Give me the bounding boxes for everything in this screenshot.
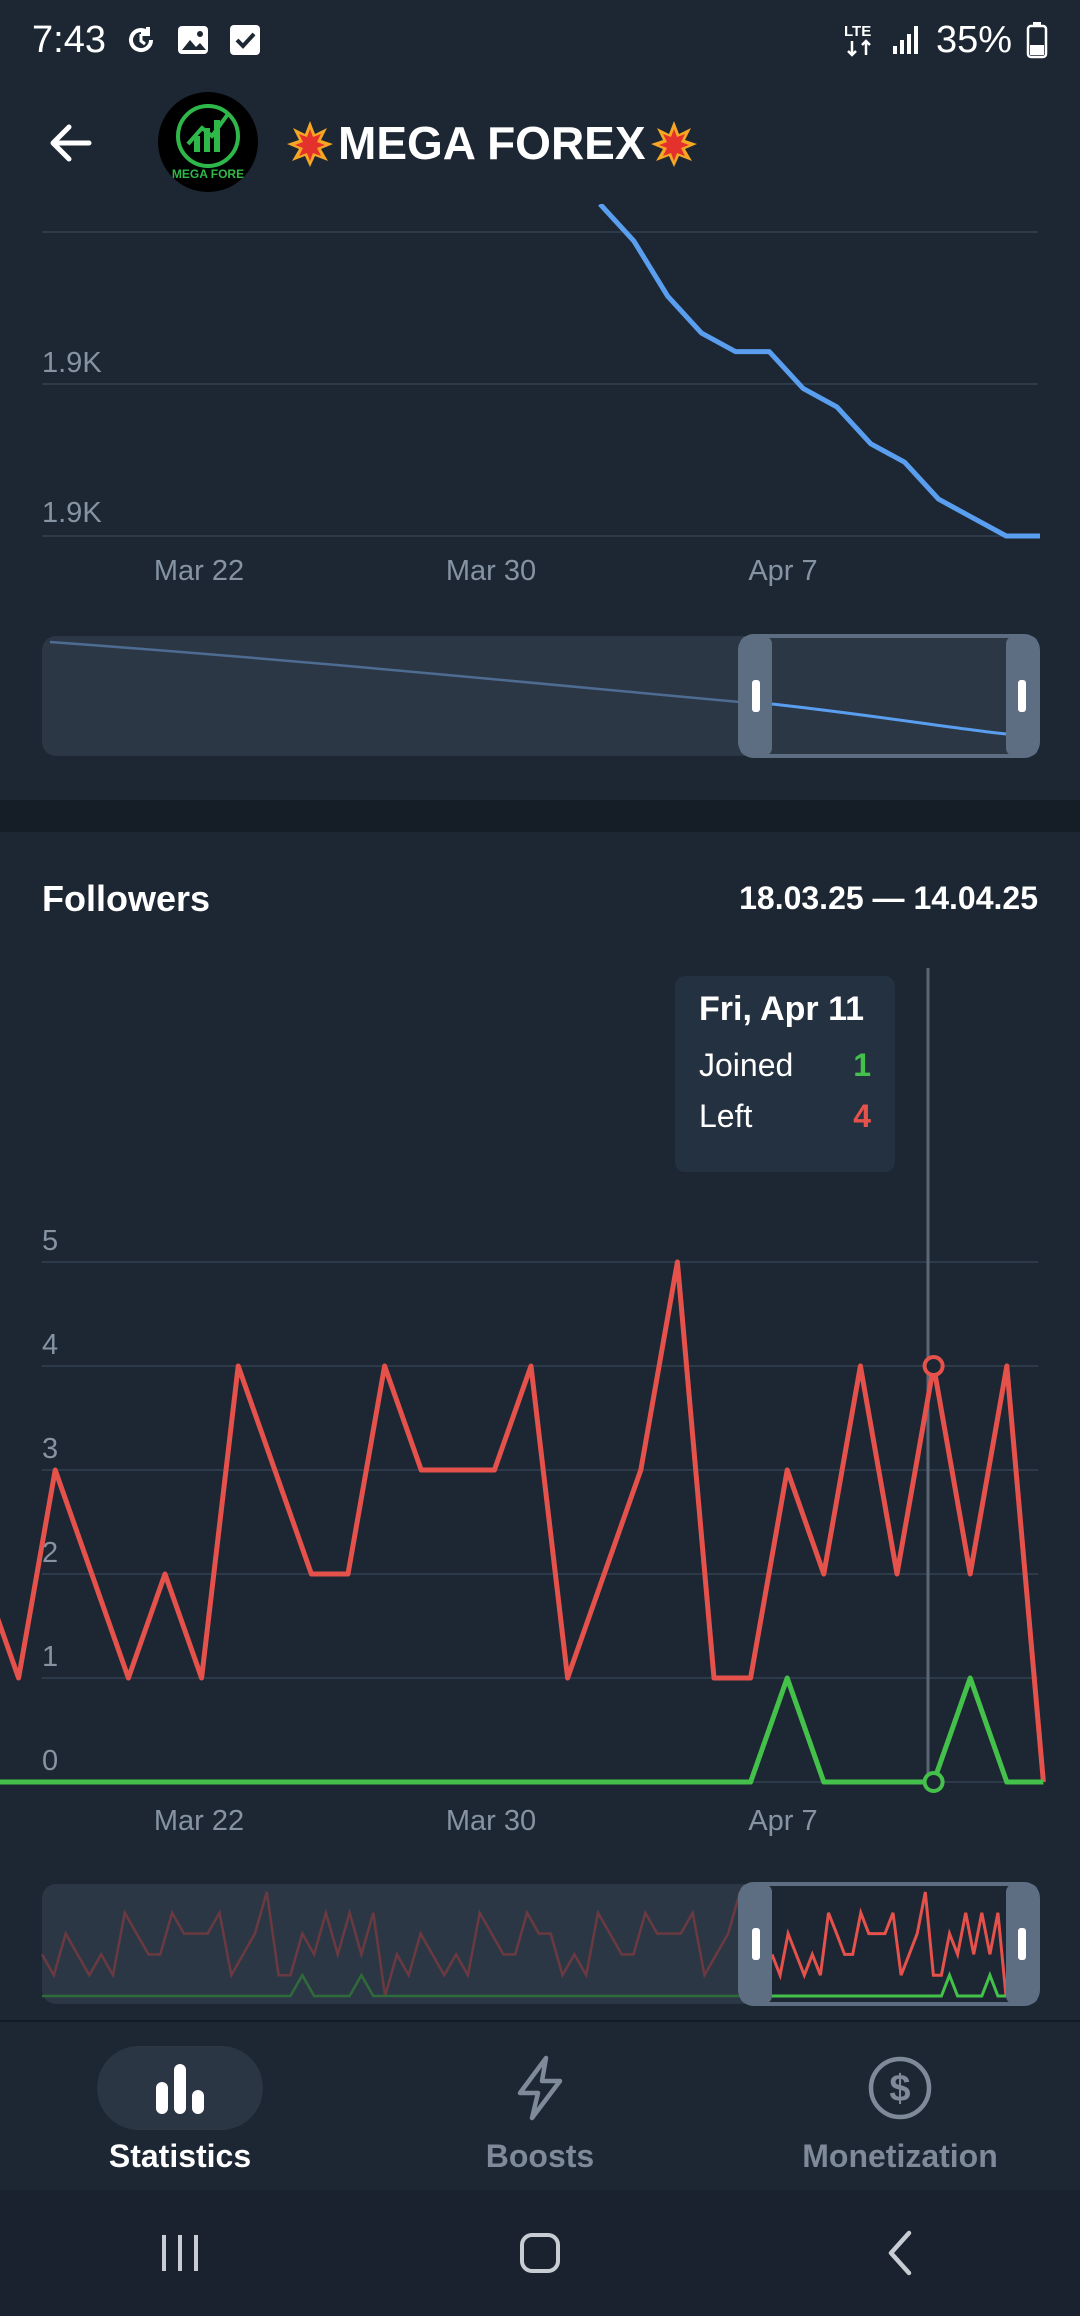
x-tick-label: Apr 7 <box>748 1805 817 1837</box>
back-arrow-icon <box>50 124 92 162</box>
home-button[interactable] <box>480 2203 600 2303</box>
date-range[interactable]: 18.03.25 — 14.04.25 <box>739 880 1038 916</box>
bottom-navigation: Statistics Boosts $ Monetization <box>0 2020 1080 2192</box>
avatar[interactable]: MEGA FORE <box>158 92 258 192</box>
nav-boosts[interactable]: Boosts <box>360 2022 720 2192</box>
tooltip-joined-label: Joined <box>699 1047 794 1083</box>
battery-icon <box>1026 21 1048 59</box>
tooltip-left-row: Left 4 <box>699 1098 871 1135</box>
tooltip-joined-value: 1 <box>853 1047 871 1083</box>
lightning-icon <box>517 2055 563 2121</box>
checkbox-icon <box>228 23 262 57</box>
signal-icon <box>892 24 922 56</box>
grip-icon <box>752 680 760 712</box>
battery-percent: 35% <box>935 18 1012 61</box>
nav-pill: $ <box>817 2046 983 2130</box>
y-tick-label: 1 <box>42 1641 58 1673</box>
channel-header: MEGA FORE MEGA FOREX <box>0 80 1080 204</box>
minimap-joined-line-selected <box>772 1971 1006 1998</box>
subscribers-line <box>598 202 1040 539</box>
tooltip-date: Fri, Apr 11 <box>699 990 865 1028</box>
minimap-window-bg <box>740 1884 1038 2004</box>
image-icon <box>176 23 210 57</box>
network-type: LTE <box>844 23 871 40</box>
tooltip-left-label: Left <box>699 1098 753 1134</box>
recents-button[interactable] <box>120 2203 240 2303</box>
y-tick-label: 2 <box>42 1537 58 1569</box>
nav-label: Monetization <box>802 2138 998 2174</box>
x-tick-label: Mar 22 <box>154 555 244 587</box>
minimap-line-selected <box>771 702 1007 736</box>
back-icon <box>888 2230 912 2276</box>
nav-pill <box>457 2046 623 2130</box>
system-navigation <box>0 2190 1080 2316</box>
bar-chart-icon <box>156 2064 204 2114</box>
y-tick-label: 1.9K <box>42 497 102 529</box>
explosion-emoji-icon <box>287 121 333 167</box>
left-point-marker <box>922 1355 945 1377</box>
system-back-button[interactable] <box>840 2203 960 2303</box>
left-series-line <box>0 1259 1046 1783</box>
sync-icon <box>124 23 158 57</box>
tooltip-left-value: 4 <box>853 1098 871 1134</box>
grip-icon <box>1018 1928 1026 1960</box>
nav-monetization[interactable]: $ Monetization <box>720 2022 1080 2192</box>
recents-icon <box>162 2235 198 2271</box>
channel-title: MEGA FOREX <box>286 116 698 170</box>
home-icon <box>520 2233 560 2273</box>
minimap-line <box>49 640 741 704</box>
x-tick-label: Apr 7 <box>748 555 817 587</box>
followers-chart-card: Followers 18.03.25 — 14.04.25 5 4 3 2 1 0 Mar… <box>0 832 1080 2020</box>
y-tick-label: 0 <box>42 1745 58 1777</box>
nav-label: Statistics <box>108 2138 252 2174</box>
avatar-logo-text: MEGA FORE <box>172 167 244 181</box>
status-time: 7:43 <box>32 18 106 61</box>
y-tick-label: 5 <box>42 1225 58 1257</box>
nav-pill <box>97 2046 263 2130</box>
lte-icon: LTE <box>842 21 878 59</box>
joined-point-marker <box>922 1771 945 1793</box>
minimap-left-line <box>40 1891 742 1997</box>
minimap-left-line-selected <box>770 1891 1008 1997</box>
grip-icon <box>752 1928 760 1960</box>
dollar-icon: $ <box>868 2056 932 2120</box>
x-tick-label: Mar 30 <box>446 555 536 587</box>
minimap-track[interactable] <box>42 636 1038 756</box>
y-tick-label: 1.9K <box>42 347 102 379</box>
followers-chart[interactable]: 5 4 3 2 1 0 Mar 22 Mar 30 Apr 7 <box>0 832 1080 2020</box>
x-tick-label: Mar 22 <box>154 1805 244 1837</box>
grip-icon <box>1018 680 1026 712</box>
subscribers-chart[interactable]: 1.9K 1.9K Mar 22 Mar 30 Apr 7 <box>0 202 1080 800</box>
subscribers-chart-card: 1.9K 1.9K Mar 22 Mar 30 Apr 7 <box>0 202 1080 800</box>
nav-label: Boosts <box>485 2138 595 2174</box>
tooltip-joined-row: Joined 1 <box>699 1047 871 1084</box>
explosion-emoji-icon <box>650 121 697 167</box>
nav-statistics[interactable]: Statistics <box>0 2022 360 2192</box>
y-tick-label: 4 <box>42 1329 58 1361</box>
channel-title-text: MEGA FOREX <box>338 117 646 169</box>
followers-title: Followers <box>42 878 211 919</box>
svg-text:$: $ <box>889 2068 910 2110</box>
minimap-joined-line <box>42 1972 740 1998</box>
y-tick-label: 3 <box>42 1433 58 1465</box>
chart-tooltip[interactable]: Fri, Apr 11 Joined 1 Left 4 <box>675 976 895 1172</box>
x-tick-label: Mar 30 <box>446 1805 536 1837</box>
joined-series-line <box>0 1675 1044 1785</box>
section-divider <box>0 800 1080 832</box>
back-button[interactable] <box>40 112 102 174</box>
status-bar: 7:43 LTE 35% <box>0 0 1080 80</box>
